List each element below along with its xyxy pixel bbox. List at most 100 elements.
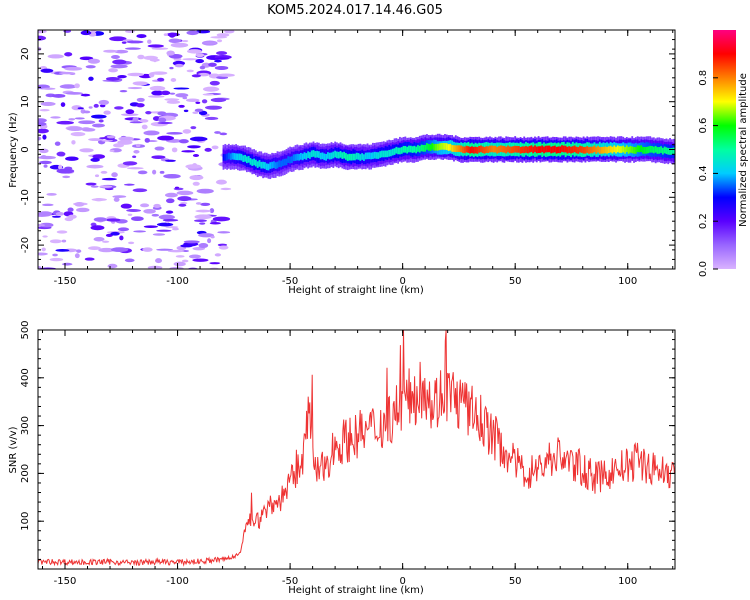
- noise-speck: [119, 90, 128, 93]
- x-tick-label: -150: [54, 576, 77, 587]
- trace-cell: [633, 146, 635, 154]
- trace-cell: [631, 146, 634, 154]
- trace-cell: [334, 150, 337, 158]
- trace-cell: [236, 153, 239, 161]
- noise-speck: [59, 84, 77, 89]
- noise-speck: [195, 101, 201, 104]
- noise-speck: [58, 164, 63, 170]
- noise-speck: [74, 253, 80, 259]
- trace-cell: [294, 154, 297, 161]
- noise-speck: [88, 106, 93, 109]
- noise-speck: [175, 255, 185, 258]
- trace-cell: [321, 152, 324, 160]
- trace-cell: [642, 146, 644, 154]
- y-tick-label: -10: [20, 189, 31, 205]
- trace-cell: [413, 145, 416, 153]
- noise-speck: [152, 233, 166, 236]
- noise-speck: [195, 59, 205, 64]
- trace-cell: [269, 162, 272, 169]
- noise-speck: [74, 83, 80, 89]
- noise-speck: [98, 247, 115, 253]
- trace-cell: [289, 156, 291, 164]
- y-tick-label: 20: [20, 48, 31, 61]
- noise-speck: [149, 85, 166, 91]
- noise-speck: [192, 111, 199, 114]
- noise-speck: [60, 102, 66, 108]
- noise-speck: [151, 155, 166, 159]
- trace-cell: [561, 145, 563, 152]
- noise-speck: [40, 101, 56, 106]
- noise-speck: [61, 239, 67, 243]
- trace-cell: [474, 146, 477, 154]
- trace-cell: [281, 159, 284, 167]
- trace-cell: [290, 156, 293, 164]
- spectrogram-ylabel: Frequency (Hz): [8, 112, 19, 188]
- noise-speck: [56, 120, 75, 125]
- noise-speck: [181, 259, 189, 263]
- noise-speck: [110, 64, 128, 69]
- trace-cell: [399, 147, 401, 155]
- noise-speck: [211, 145, 219, 150]
- trace-cell: [559, 146, 562, 154]
- noise-speck: [199, 222, 206, 225]
- noise-speck: [128, 241, 135, 245]
- noise-speck: [132, 81, 148, 86]
- trace-cell: [472, 146, 475, 154]
- noise-speck: [176, 190, 194, 196]
- noise-speck: [216, 51, 228, 56]
- noise-speck: [122, 161, 138, 166]
- noise-speck: [207, 238, 212, 244]
- noise-speck: [66, 126, 84, 131]
- trace-cell: [251, 159, 254, 166]
- noise-speck: [173, 87, 190, 90]
- trace-cell: [579, 145, 581, 153]
- trace-cell: [609, 145, 612, 153]
- trace-cell: [595, 147, 598, 154]
- trace-cell: [373, 151, 376, 159]
- trace-cell: [508, 146, 511, 154]
- trace-cell: [478, 146, 481, 153]
- trace-cell: [588, 147, 590, 154]
- trace-cell: [602, 146, 605, 154]
- colorbar-tick-label: 0.4: [698, 165, 709, 181]
- trace-cell: [307, 151, 310, 159]
- trace-cell: [447, 144, 450, 151]
- noise-speck: [188, 254, 201, 259]
- noise-speck: [204, 41, 217, 45]
- noise-speck: [87, 246, 101, 251]
- noise-speck: [153, 203, 161, 208]
- trace-cell: [256, 161, 259, 168]
- trace-cell: [422, 144, 425, 152]
- noise-speck: [42, 235, 48, 238]
- y-tick-label: 500: [20, 320, 31, 339]
- noise-speck: [79, 56, 94, 61]
- trace-cell: [665, 147, 668, 155]
- trace-cell: [247, 155, 250, 163]
- trace-cell: [550, 146, 553, 154]
- noise-speck: [86, 164, 104, 169]
- trace-cell: [575, 146, 578, 154]
- noise-speck: [71, 140, 76, 145]
- noise-speck: [41, 87, 56, 90]
- noise-speck: [119, 235, 124, 241]
- trace-cell: [346, 154, 349, 161]
- trace-cell: [624, 146, 626, 154]
- trace-cell: [530, 145, 533, 152]
- noise-speck: [135, 143, 141, 148]
- trace-cell: [483, 146, 486, 154]
- trace-cell: [661, 147, 664, 155]
- trace-cell: [451, 145, 454, 152]
- noise-speck: [81, 127, 96, 132]
- noise-speck: [163, 174, 181, 179]
- spectrogram-xlabel: Height of straight line (km): [288, 285, 424, 296]
- trace-cell: [231, 152, 234, 160]
- noise-speck: [170, 42, 189, 48]
- trace-cell: [404, 145, 407, 153]
- trace-cell: [330, 152, 333, 160]
- y-tick-label: 10: [20, 95, 31, 108]
- noise-speck: [74, 117, 85, 120]
- noise-speck: [127, 213, 133, 216]
- noise-speck: [183, 240, 200, 244]
- trace-cell: [325, 153, 328, 161]
- noise-speck: [202, 93, 214, 96]
